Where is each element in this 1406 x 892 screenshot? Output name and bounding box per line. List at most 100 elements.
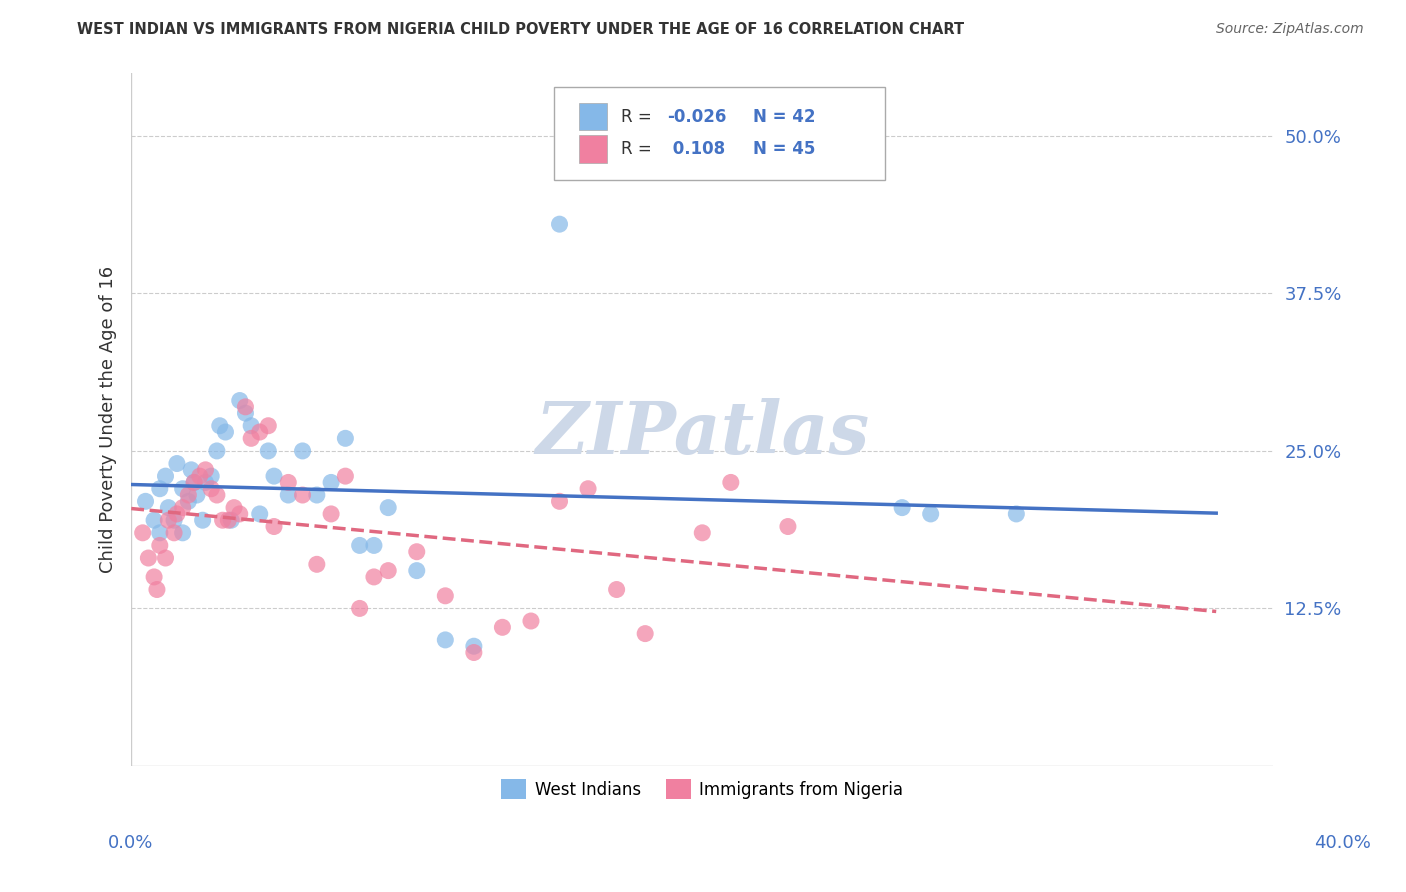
Immigrants from Nigeria — [463, 646, 485, 660]
Text: N = 42: N = 42 — [752, 108, 815, 126]
Text: N = 45: N = 45 — [752, 140, 815, 158]
Text: 0.108: 0.108 — [666, 140, 725, 158]
Immigrants from Nigeria — [183, 475, 205, 490]
West Indians — [177, 494, 200, 508]
Immigrants from Nigeria — [235, 400, 257, 414]
Immigrants from Nigeria — [277, 475, 299, 490]
Immigrants from Nigeria — [229, 507, 252, 521]
West Indians — [205, 444, 228, 458]
West Indians — [263, 469, 285, 483]
Bar — [579, 103, 607, 130]
West Indians — [249, 507, 271, 521]
Immigrants from Nigeria — [166, 507, 188, 521]
Immigrants from Nigeria — [157, 513, 180, 527]
Text: R =: R = — [621, 140, 657, 158]
Y-axis label: Child Poverty Under the Age of 16: Child Poverty Under the Age of 16 — [100, 266, 117, 573]
Immigrants from Nigeria — [720, 475, 742, 490]
West Indians — [235, 406, 257, 420]
Immigrants from Nigeria — [222, 500, 245, 515]
Immigrants from Nigeria — [143, 570, 166, 584]
West Indians — [305, 488, 328, 502]
Legend: West Indians, Immigrants from Nigeria: West Indians, Immigrants from Nigeria — [495, 772, 910, 806]
West Indians — [548, 217, 571, 231]
West Indians — [335, 431, 357, 445]
West Indians — [229, 393, 252, 408]
Immigrants from Nigeria — [491, 620, 513, 634]
West Indians — [166, 457, 188, 471]
West Indians — [363, 538, 385, 552]
West Indians — [291, 444, 314, 458]
West Indians — [1005, 507, 1028, 521]
Immigrants from Nigeria — [257, 418, 280, 433]
Immigrants from Nigeria — [434, 589, 457, 603]
Immigrants from Nigeria — [194, 463, 217, 477]
West Indians — [172, 525, 194, 540]
Immigrants from Nigeria — [205, 488, 228, 502]
Immigrants from Nigeria — [520, 614, 543, 628]
Immigrants from Nigeria — [240, 431, 263, 445]
Immigrants from Nigeria — [634, 626, 657, 640]
West Indians — [240, 418, 263, 433]
Immigrants from Nigeria — [146, 582, 169, 597]
Immigrants from Nigeria — [576, 482, 599, 496]
Immigrants from Nigeria — [377, 564, 399, 578]
Immigrants from Nigeria — [291, 488, 314, 502]
West Indians — [257, 444, 280, 458]
FancyBboxPatch shape — [554, 87, 884, 180]
West Indians — [186, 488, 208, 502]
Immigrants from Nigeria — [188, 469, 211, 483]
Immigrants from Nigeria — [211, 513, 233, 527]
West Indians — [214, 425, 236, 439]
Text: -0.026: -0.026 — [666, 108, 727, 126]
Immigrants from Nigeria — [131, 525, 153, 540]
Text: Source: ZipAtlas.com: Source: ZipAtlas.com — [1216, 22, 1364, 37]
Bar — [579, 136, 607, 163]
Immigrants from Nigeria — [155, 551, 177, 566]
West Indians — [157, 500, 180, 515]
West Indians — [219, 513, 242, 527]
Immigrants from Nigeria — [249, 425, 271, 439]
Immigrants from Nigeria — [405, 545, 427, 559]
West Indians — [349, 538, 371, 552]
West Indians — [891, 500, 914, 515]
West Indians — [183, 475, 205, 490]
West Indians — [149, 482, 172, 496]
Immigrants from Nigeria — [690, 525, 713, 540]
West Indians — [180, 463, 202, 477]
West Indians — [143, 513, 166, 527]
West Indians — [463, 639, 485, 653]
West Indians — [319, 475, 342, 490]
Text: R =: R = — [621, 108, 657, 126]
Immigrants from Nigeria — [606, 582, 628, 597]
Immigrants from Nigeria — [305, 558, 328, 572]
West Indians — [135, 494, 157, 508]
Immigrants from Nigeria — [177, 488, 200, 502]
West Indians — [405, 564, 427, 578]
Immigrants from Nigeria — [138, 551, 160, 566]
West Indians — [434, 632, 457, 647]
Immigrants from Nigeria — [149, 538, 172, 552]
Immigrants from Nigeria — [363, 570, 385, 584]
Immigrants from Nigeria — [349, 601, 371, 615]
West Indians — [194, 475, 217, 490]
West Indians — [920, 507, 942, 521]
West Indians — [172, 482, 194, 496]
Immigrants from Nigeria — [200, 482, 222, 496]
Text: 0.0%: 0.0% — [108, 834, 153, 852]
West Indians — [377, 500, 399, 515]
Text: 40.0%: 40.0% — [1315, 834, 1371, 852]
Text: WEST INDIAN VS IMMIGRANTS FROM NIGERIA CHILD POVERTY UNDER THE AGE OF 16 CORRELA: WEST INDIAN VS IMMIGRANTS FROM NIGERIA C… — [77, 22, 965, 37]
West Indians — [163, 513, 186, 527]
West Indians — [208, 418, 231, 433]
Immigrants from Nigeria — [263, 519, 285, 533]
Text: ZIPatlas: ZIPatlas — [536, 398, 869, 469]
Immigrants from Nigeria — [319, 507, 342, 521]
Immigrants from Nigeria — [163, 525, 186, 540]
Immigrants from Nigeria — [776, 519, 799, 533]
West Indians — [200, 469, 222, 483]
West Indians — [155, 469, 177, 483]
Immigrants from Nigeria — [217, 513, 239, 527]
West Indians — [277, 488, 299, 502]
Immigrants from Nigeria — [335, 469, 357, 483]
Immigrants from Nigeria — [172, 500, 194, 515]
